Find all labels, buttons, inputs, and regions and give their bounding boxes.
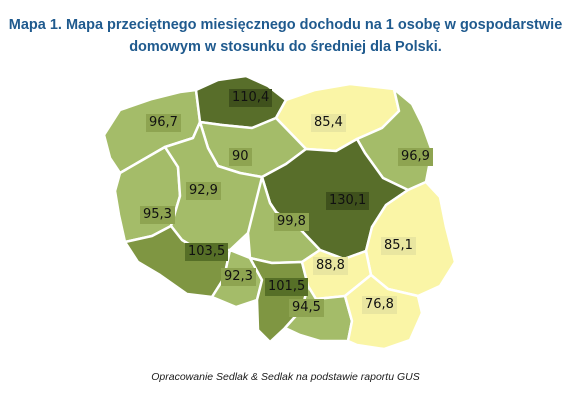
region-value-lodzkie: 99,8 bbox=[274, 213, 309, 231]
region-value-kujawsko-pomorskie: 90 bbox=[229, 148, 252, 166]
region-value-swietokrzyskie: 88,8 bbox=[313, 257, 348, 275]
region-value-lubuskie: 95,3 bbox=[140, 206, 175, 224]
map-title-line-1: Mapa 1. Mapa przeciętnego miesięcznego d… bbox=[8, 17, 563, 33]
source-caption: Opracowanie Sedlak & Sedlak na podstawie… bbox=[151, 371, 420, 383]
region-value-slaskie: 101,5 bbox=[265, 278, 309, 296]
region-value-warminsko-mazurskie: 85,4 bbox=[311, 114, 346, 132]
region-value-mazowieckie: 130,1 bbox=[326, 192, 370, 210]
region-value-podlaskie: 96,9 bbox=[398, 148, 433, 166]
map-title: Mapa 1. Mapa przeciętnego miesięcznego d… bbox=[0, 14, 571, 58]
region-value-pomorskie: 110,4 bbox=[229, 89, 273, 107]
region-value-podkarpackie: 76,8 bbox=[362, 296, 397, 314]
region-value-zachodniopomorskie: 96,7 bbox=[146, 114, 181, 132]
region-value-lubelskie: 85,1 bbox=[381, 237, 416, 255]
region-value-opolskie: 92,3 bbox=[221, 268, 256, 286]
map-title-line-2: domowym w stosunku do średniej dla Polsk… bbox=[129, 39, 442, 55]
region-value-dolnoslaskie: 103,5 bbox=[185, 243, 229, 261]
region-value-malopolskie: 94,5 bbox=[289, 299, 324, 317]
region-value-wielkopolskie: 92,9 bbox=[186, 182, 221, 200]
